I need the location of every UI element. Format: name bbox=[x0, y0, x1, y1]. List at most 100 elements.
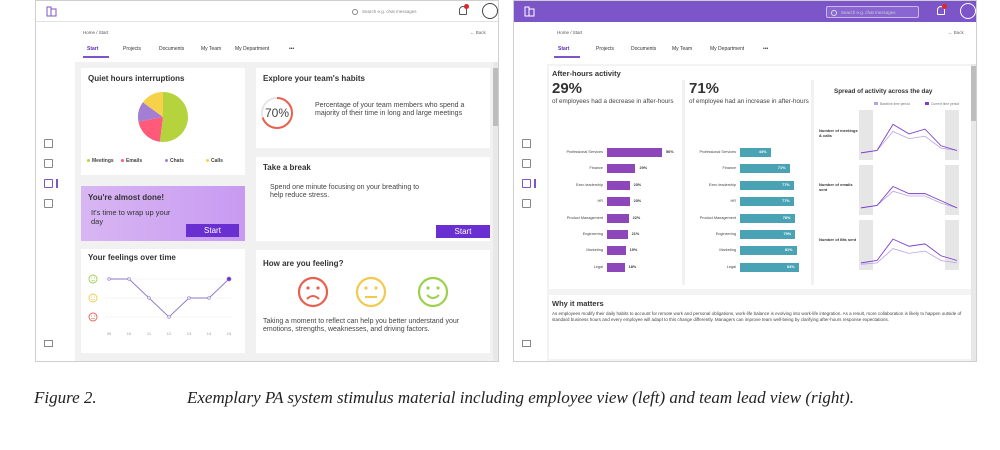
bar-value-label: 77% bbox=[782, 182, 790, 187]
calendar-nav-icon[interactable] bbox=[44, 159, 53, 168]
off-hours-band bbox=[859, 220, 873, 270]
tab-my-department[interactable]: My Department bbox=[235, 46, 270, 52]
bar-mark bbox=[607, 197, 630, 207]
tab-documents[interactable]: Documents bbox=[159, 46, 185, 52]
neutral-face-icon[interactable] bbox=[354, 275, 388, 309]
take-break-start-button[interactable]: Start bbox=[436, 225, 490, 238]
legend-calls: Calls bbox=[206, 158, 223, 164]
scrollbar[interactable] bbox=[493, 62, 498, 361]
scrollbar[interactable] bbox=[971, 64, 976, 361]
tab-start[interactable]: Start bbox=[558, 46, 570, 52]
tab-projects[interactable]: Projects bbox=[123, 46, 142, 52]
bar-mark bbox=[607, 148, 662, 157]
documents-nav-icon[interactable] bbox=[522, 199, 531, 208]
notification-badge bbox=[464, 4, 469, 9]
back-link[interactable]: ← Back bbox=[948, 30, 964, 35]
profile-avatar-icon[interactable] bbox=[960, 3, 976, 19]
search-input[interactable]: Search e.g. chat messages bbox=[826, 6, 919, 18]
exit-icon[interactable] bbox=[44, 340, 53, 347]
tab-projects[interactable]: Projects bbox=[596, 46, 615, 52]
almost-done-start-button[interactable]: Start bbox=[186, 224, 239, 237]
legend-current: Current time period bbox=[925, 102, 959, 106]
search-input[interactable]: Search e.g. chat messages bbox=[348, 6, 441, 18]
day-tick-label: 11 bbox=[147, 331, 152, 336]
happy-face-icon[interactable] bbox=[416, 275, 450, 309]
tab-my-team[interactable]: My Team bbox=[672, 46, 693, 52]
tab-documents[interactable]: Documents bbox=[631, 46, 657, 52]
exit-icon[interactable] bbox=[522, 340, 531, 347]
bar-label: Engineering bbox=[582, 232, 603, 236]
feelings-over-time-title: Your feelings over time bbox=[88, 253, 176, 262]
take-break-card: Take a break Spend one minute focusing o… bbox=[256, 157, 490, 241]
documents-nav-icon[interactable] bbox=[44, 199, 53, 208]
habits-percent: 70% bbox=[264, 106, 290, 120]
team-insights-nav-icon[interactable] bbox=[522, 179, 531, 188]
calendar-nav-icon[interactable] bbox=[522, 159, 531, 168]
take-break-title: Take a break bbox=[263, 163, 311, 172]
why-text: As employees modify their daily habits t… bbox=[552, 311, 962, 322]
notification-bell-icon[interactable] bbox=[937, 4, 947, 15]
bar-value-label: 78% bbox=[782, 215, 791, 220]
baseline-line-ims bbox=[860, 248, 958, 265]
decrease-text: of employees had a decrease in after-hou… bbox=[552, 98, 674, 105]
legend-dot-icon bbox=[121, 159, 124, 163]
increase-percent: 71% bbox=[689, 80, 720, 97]
team-habits-card: Explore your team's habits 70% Percentag… bbox=[256, 68, 490, 148]
bar-label: Finance bbox=[722, 166, 736, 171]
tab-more[interactable]: ••• bbox=[289, 46, 295, 52]
how-feeling-text: Taking a moment to reflect can help you … bbox=[263, 318, 460, 334]
bar-label: HR bbox=[730, 199, 736, 204]
neutral-face-axis-icon bbox=[88, 293, 98, 303]
bar-label: Professional Services bbox=[566, 150, 603, 154]
sad-face-axis-icon bbox=[88, 312, 98, 322]
feelings-point bbox=[167, 315, 171, 319]
off-hours-band bbox=[859, 110, 873, 160]
increase-bar-chart: Professional Services 44% Finance 71% Exec l… bbox=[682, 148, 817, 283]
why-it-matters-card: Why it matters As employees modify their… bbox=[549, 295, 971, 359]
tab-start[interactable]: Start bbox=[87, 46, 99, 52]
sad-face-icon[interactable] bbox=[296, 275, 330, 309]
increase-text: of employee had an increase in after-hou… bbox=[689, 98, 809, 105]
wellbeing-nav-icon[interactable] bbox=[44, 179, 53, 188]
bar-mark bbox=[607, 213, 629, 223]
home-nav-icon[interactable] bbox=[44, 139, 53, 148]
tab-my-department[interactable]: My Department bbox=[710, 46, 745, 52]
bar-value-label: 81% bbox=[784, 248, 793, 253]
back-link[interactable]: ← Back bbox=[470, 30, 486, 35]
off-hours-band bbox=[945, 165, 959, 215]
bar-label: Marketing bbox=[586, 248, 603, 253]
bar-value-label: 19% bbox=[629, 248, 638, 253]
breadcrumb[interactable]: Home / Start bbox=[557, 30, 583, 35]
bar-value-label: 77% bbox=[782, 199, 790, 204]
day-tick-label: 12 bbox=[167, 331, 172, 336]
bar-value-label: 56% bbox=[666, 150, 674, 154]
notification-bell-icon[interactable] bbox=[459, 4, 469, 15]
how-feeling-title: How are you feeling? bbox=[263, 259, 344, 268]
scrollbar-thumb[interactable] bbox=[493, 68, 498, 126]
bar-value-label: 79% bbox=[783, 232, 792, 236]
feelings-point bbox=[226, 276, 232, 282]
team-lead-view-screen: Search e.g. chat messages Home / Start ←… bbox=[513, 0, 977, 362]
day-tick-label: 10 bbox=[127, 331, 132, 336]
bar-mark bbox=[740, 180, 795, 190]
row-label-meetings: Number of meetings & calls bbox=[819, 128, 858, 138]
bar-label: Marketing bbox=[719, 248, 736, 253]
quiet-hours-card: Quiet hours interruptions Meetings Emails… bbox=[81, 68, 245, 175]
legend-emails: Emails bbox=[121, 158, 142, 164]
tab-my-team[interactable]: My Team bbox=[201, 46, 222, 52]
active-tab-underline bbox=[83, 56, 109, 58]
employee-view-screen: Search e.g. chat messages Home / Start ←… bbox=[35, 0, 499, 362]
tab-more[interactable]: ••• bbox=[763, 46, 769, 52]
almost-done-card: You're almost done! It's time to wrap up… bbox=[81, 186, 245, 241]
bar-label: HR bbox=[597, 199, 603, 204]
bar-value-label: 23% bbox=[633, 199, 642, 204]
home-nav-icon[interactable] bbox=[522, 139, 531, 148]
profile-avatar-icon[interactable] bbox=[482, 3, 498, 19]
scrollbar-thumb[interactable] bbox=[971, 66, 976, 121]
row-label-ims: Number of IMs sent bbox=[819, 237, 857, 242]
almost-done-text: It's time to wrap up your day bbox=[91, 208, 171, 226]
breadcrumb[interactable]: Home / Start bbox=[83, 30, 109, 35]
legend-dot-icon bbox=[165, 159, 168, 163]
legend-meetings: Meetings bbox=[87, 158, 114, 164]
off-hours-band bbox=[945, 110, 959, 160]
